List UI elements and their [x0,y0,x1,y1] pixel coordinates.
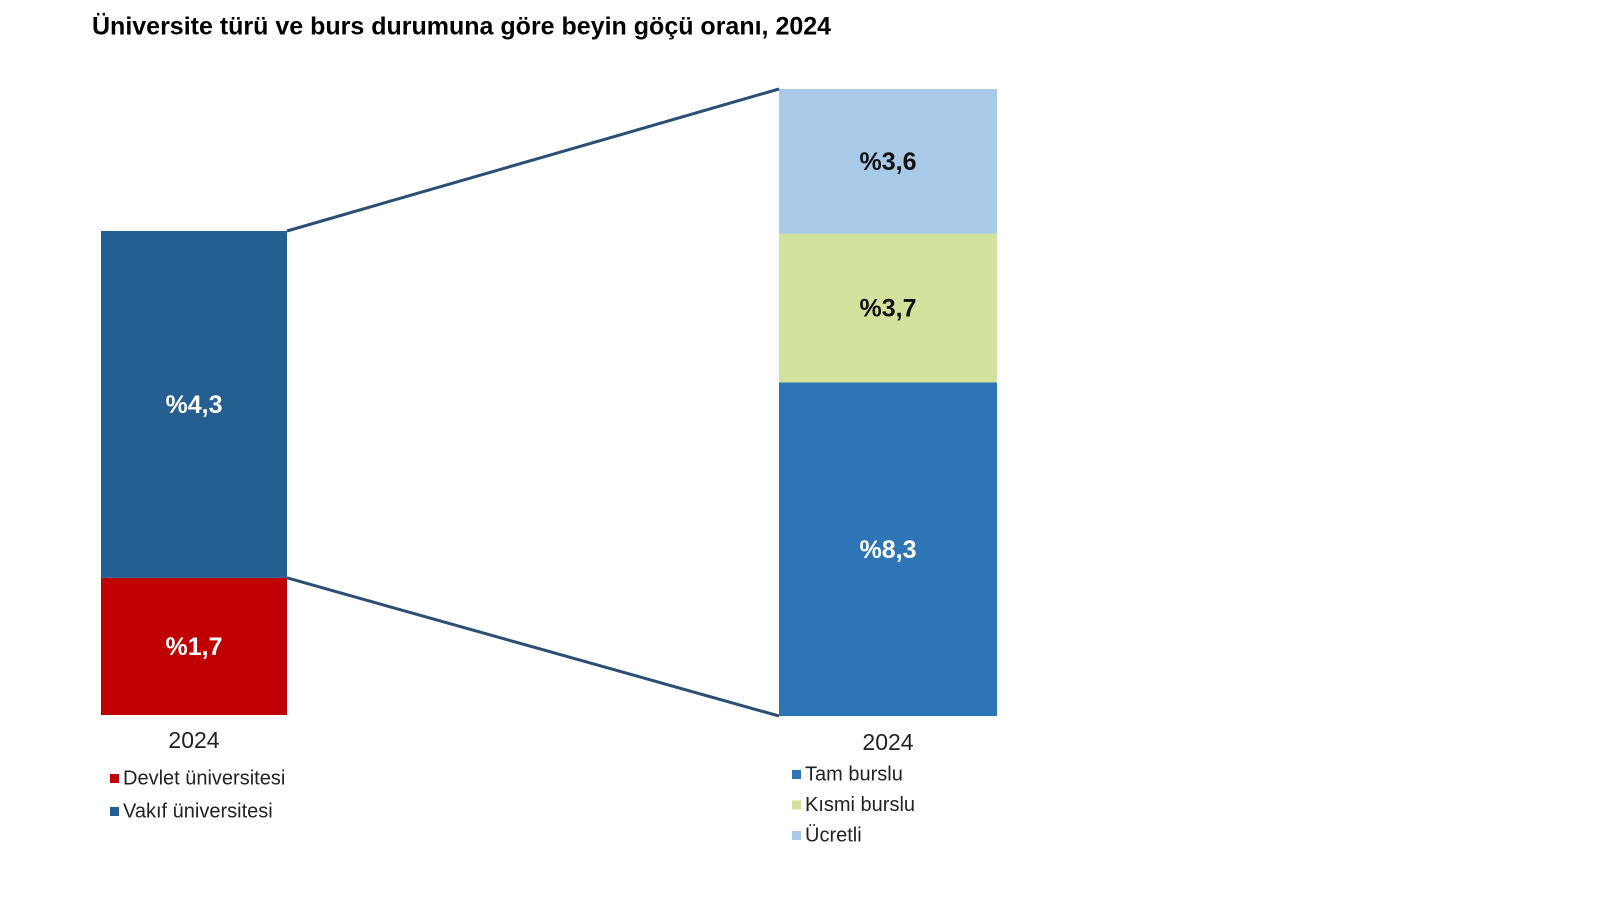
legend-swatch [792,770,801,779]
bar-segment [779,382,997,716]
legend-swatch [110,774,119,783]
value-label: %1,7 [166,633,223,661]
legend-swatch [110,807,119,816]
value-label: %3,6 [860,148,917,176]
x-tick-label: 2024 [168,727,219,753]
legend-label: Devlet üniversitesi [123,767,285,789]
value-label: %3,7 [860,295,917,323]
value-label: %8,3 [860,536,917,564]
legend-label: Vakıf üniversitesi [123,800,273,822]
value-label: %4,3 [166,391,223,419]
legend-label: Ücretli [805,824,862,846]
legend-swatch [792,831,801,840]
legend-label: Tam burslu [805,763,903,785]
bar-segment [779,89,997,234]
connector-line [286,87,780,233]
connector-line [286,576,780,718]
bar-segment [779,233,997,383]
bar-segment [101,577,287,715]
legend-label: Kısmi burslu [805,794,915,816]
legend-swatch [792,800,801,810]
chart-title: Üniversite türü ve burs durumuna göre be… [92,12,831,41]
x-tick-label: 2024 [862,729,913,755]
bar-segment [101,231,287,578]
